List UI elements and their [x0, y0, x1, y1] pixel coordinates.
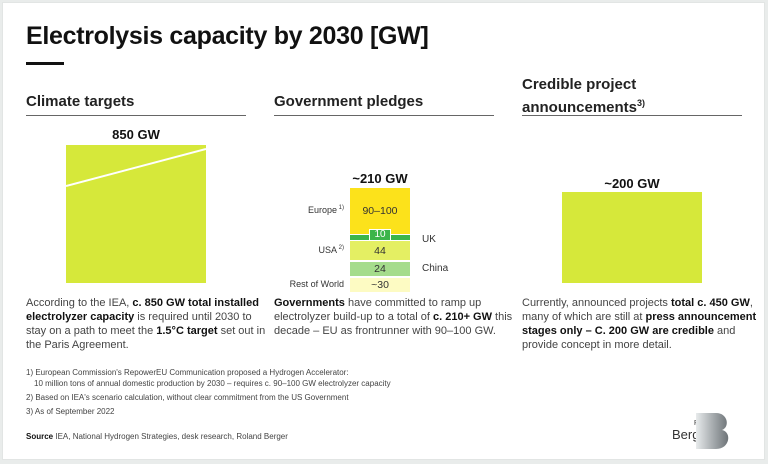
bar-segment-rest-of-world: ~30 — [350, 278, 410, 292]
page-title: Electrolysis capacity by 2030 [GW] — [26, 22, 429, 50]
bar-segment-usa: 44 — [350, 241, 410, 260]
segment-value-label: 44 — [374, 244, 386, 257]
bar-segment-uk: 10 — [350, 228, 410, 241]
section-rule-credible — [522, 115, 742, 116]
series-label-uk: UK — [422, 233, 436, 245]
text-run: According to the IEA, — [26, 297, 133, 309]
text-government: Governments have committed to ramp up el… — [274, 296, 514, 338]
emphasis-text: Governments — [274, 297, 345, 309]
section-title-climate: Climate targets — [26, 93, 135, 110]
footnote-1-line2: 10 million tons of annual domestic produ… — [34, 379, 391, 388]
text-run: this decade – EU as frontrunner with 90–… — [274, 311, 513, 337]
text-run: Currently, announced projects — [522, 297, 671, 309]
text-run: is required until 2030 to stay on a path… — [26, 311, 252, 337]
text-credible: Currently, announced projects total c. 4… — [522, 296, 762, 352]
text-run: have committed to ramp up electrolyzer b… — [274, 297, 482, 323]
series-label-rest-of-world: Rest of World — [240, 279, 344, 289]
series-name: Rest of World — [289, 279, 344, 289]
break-line — [66, 148, 206, 187]
footnote-ref: 2) — [336, 244, 344, 251]
section-rule-government — [274, 115, 494, 116]
bar-credible — [562, 192, 702, 283]
emphasis-text: c. 850 GW total installed electrolyzer c… — [26, 297, 259, 323]
section-title-credible-line1: Credible project — [522, 76, 637, 93]
footnote-3: 3) As of September 2022 — [26, 407, 115, 416]
emphasis-text: 1.5°C target — [156, 325, 218, 337]
text-climate: According to the IEA, c. 850 GW total in… — [26, 296, 266, 352]
bar-segment-europe: 90–100 — [350, 188, 410, 234]
footnote-ref: 3) — [637, 98, 646, 108]
footnote-2: 2) Based on IEA's scenario calculation, … — [26, 393, 349, 402]
source-label: Source — [26, 432, 54, 441]
segment-value-label: 24 — [374, 263, 386, 275]
series-label-usa: USA 2) — [240, 245, 344, 255]
series-name: Europe — [307, 205, 337, 215]
segment-value-label: 90–100 — [362, 205, 398, 217]
section-title-credible-line2: announcements — [522, 99, 638, 116]
title-underline — [26, 62, 64, 65]
source-note: Source IEA, National Hydrogen Strategies… — [26, 432, 288, 441]
emphasis-text: press announcement stages only – C. 200 … — [522, 311, 757, 337]
stacked-bar-government: 90–100 10 44 24 ~30 — [350, 188, 410, 292]
source-text: IEA, National Hydrogen Strategies, desk … — [53, 432, 288, 441]
text-run: set out in the Paris Agreement. — [26, 325, 266, 351]
footnote-1-line1: 1) European Commission's RepowerEU Commu… — [26, 368, 349, 377]
bar-climate — [66, 145, 206, 283]
segment-value-label: 10 — [369, 228, 391, 241]
series-label-china: China — [422, 263, 449, 274]
series-label-europe: Europe 1) — [240, 205, 344, 215]
section-title-government: Government pledges — [274, 93, 424, 110]
bar-segment-china: 24 — [350, 262, 410, 276]
data-label-climate: 850 GW — [112, 127, 160, 142]
segment-value-label: ~30 — [371, 279, 389, 291]
series-name: USA — [318, 244, 337, 255]
section-title-credible: Credible project announcements3) — [522, 76, 645, 117]
emphasis-text: total c. 450 GW — [671, 297, 750, 309]
footnote-ref: 1) — [336, 205, 344, 211]
text-run: , many of which are still at — [522, 297, 753, 323]
emphasis-text: c. 210+ GW — [432, 311, 492, 323]
footnote-1: 1) European Commission's RepowerEU Commu… — [26, 367, 391, 389]
data-label-government-total: ~210 GW — [352, 171, 408, 186]
roland-berger-b-logo-icon — [696, 413, 729, 449]
section-rule-climate — [26, 115, 246, 116]
text-run: and provide concept in more detail. — [522, 325, 736, 351]
data-label-credible: ~200 GW — [604, 176, 660, 191]
